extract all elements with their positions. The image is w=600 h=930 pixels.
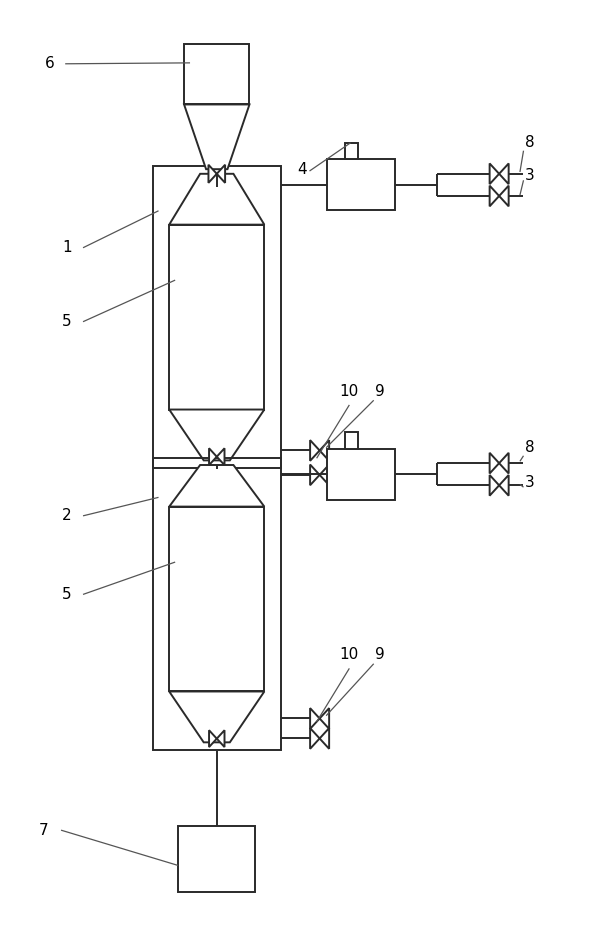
Text: 7: 7 — [38, 823, 48, 838]
Polygon shape — [217, 165, 225, 183]
Polygon shape — [490, 475, 499, 496]
Polygon shape — [184, 104, 250, 169]
Bar — [178, 826, 256, 892]
Polygon shape — [169, 692, 265, 742]
Polygon shape — [499, 186, 509, 206]
Polygon shape — [490, 164, 499, 184]
Text: 9: 9 — [375, 384, 385, 399]
Polygon shape — [217, 448, 224, 465]
Text: 8: 8 — [524, 135, 535, 150]
Text: 10: 10 — [339, 384, 358, 399]
Text: 1: 1 — [62, 240, 72, 255]
Text: 5: 5 — [62, 314, 72, 329]
Polygon shape — [490, 453, 499, 473]
Bar — [344, 432, 358, 449]
Text: 2: 2 — [62, 509, 72, 524]
Text: 8: 8 — [524, 440, 535, 455]
Text: 3: 3 — [524, 168, 535, 183]
Bar — [344, 143, 358, 159]
Polygon shape — [499, 453, 509, 473]
Polygon shape — [310, 440, 320, 461]
Text: 10: 10 — [339, 647, 358, 662]
Polygon shape — [310, 728, 320, 749]
Text: 4: 4 — [297, 162, 307, 177]
Bar — [184, 45, 250, 104]
Polygon shape — [499, 164, 509, 184]
Polygon shape — [209, 448, 217, 465]
Polygon shape — [169, 465, 265, 507]
Polygon shape — [320, 708, 329, 729]
Polygon shape — [490, 186, 499, 206]
Text: 6: 6 — [44, 57, 54, 72]
Polygon shape — [217, 730, 224, 747]
Polygon shape — [209, 730, 217, 747]
Bar — [152, 166, 281, 468]
Polygon shape — [169, 409, 265, 460]
Polygon shape — [320, 728, 329, 749]
Bar — [327, 449, 395, 499]
Text: 5: 5 — [62, 587, 72, 602]
Polygon shape — [208, 165, 217, 183]
Polygon shape — [320, 440, 329, 461]
Text: 9: 9 — [375, 647, 385, 662]
Polygon shape — [320, 465, 329, 485]
Bar — [169, 507, 265, 692]
Bar — [327, 159, 395, 210]
Bar — [169, 225, 265, 409]
Polygon shape — [169, 174, 265, 225]
Polygon shape — [310, 708, 320, 729]
Polygon shape — [310, 465, 320, 485]
Text: 3: 3 — [524, 475, 535, 490]
Polygon shape — [499, 475, 509, 496]
Bar — [152, 458, 281, 750]
